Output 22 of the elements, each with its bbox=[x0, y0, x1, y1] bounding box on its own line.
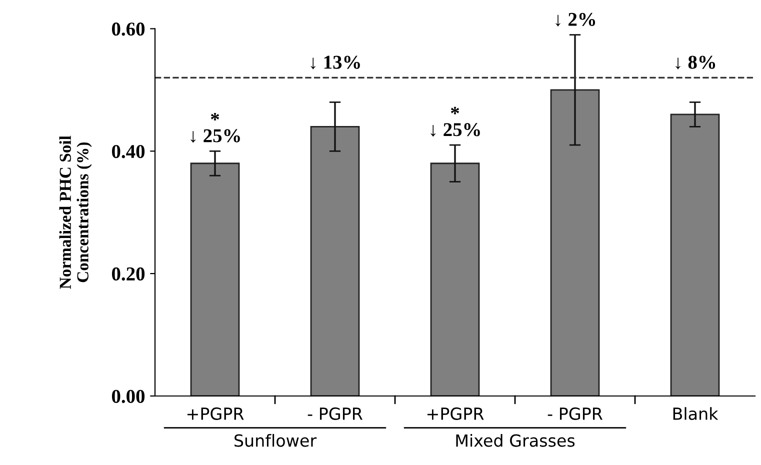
y-tick-label: 0.00 bbox=[112, 390, 145, 404]
annotation: * ↓ 25% bbox=[190, 112, 240, 143]
text: Mixed Grasses bbox=[456, 434, 575, 447]
y-tick-label: 0.40 bbox=[112, 144, 145, 158]
bar bbox=[310, 126, 360, 396]
bar bbox=[430, 162, 480, 396]
annotation: ↓ 13% bbox=[310, 56, 360, 70]
x-tick-label: - PGPR bbox=[548, 407, 602, 420]
annotation: * ↓ 25% bbox=[430, 106, 480, 137]
x-tick-label: +PGPR bbox=[187, 407, 244, 420]
bar bbox=[190, 162, 240, 396]
text: Sunflower bbox=[234, 434, 317, 447]
bar bbox=[670, 114, 720, 396]
y-axis-title: Normalized PHC Soil Concentrations (%) bbox=[59, 136, 92, 289]
x-tick-label: - PGPR bbox=[308, 407, 362, 420]
text: ↓ 2% bbox=[556, 12, 596, 26]
x-tick-label: +PGPR bbox=[427, 407, 484, 420]
y-tick-label: 0.20 bbox=[112, 267, 145, 281]
bar bbox=[550, 89, 600, 396]
x-tick-label: Blank bbox=[673, 407, 718, 420]
annotation: ↓ 8% bbox=[676, 56, 716, 70]
y-tick-label: 0.60 bbox=[112, 22, 145, 36]
